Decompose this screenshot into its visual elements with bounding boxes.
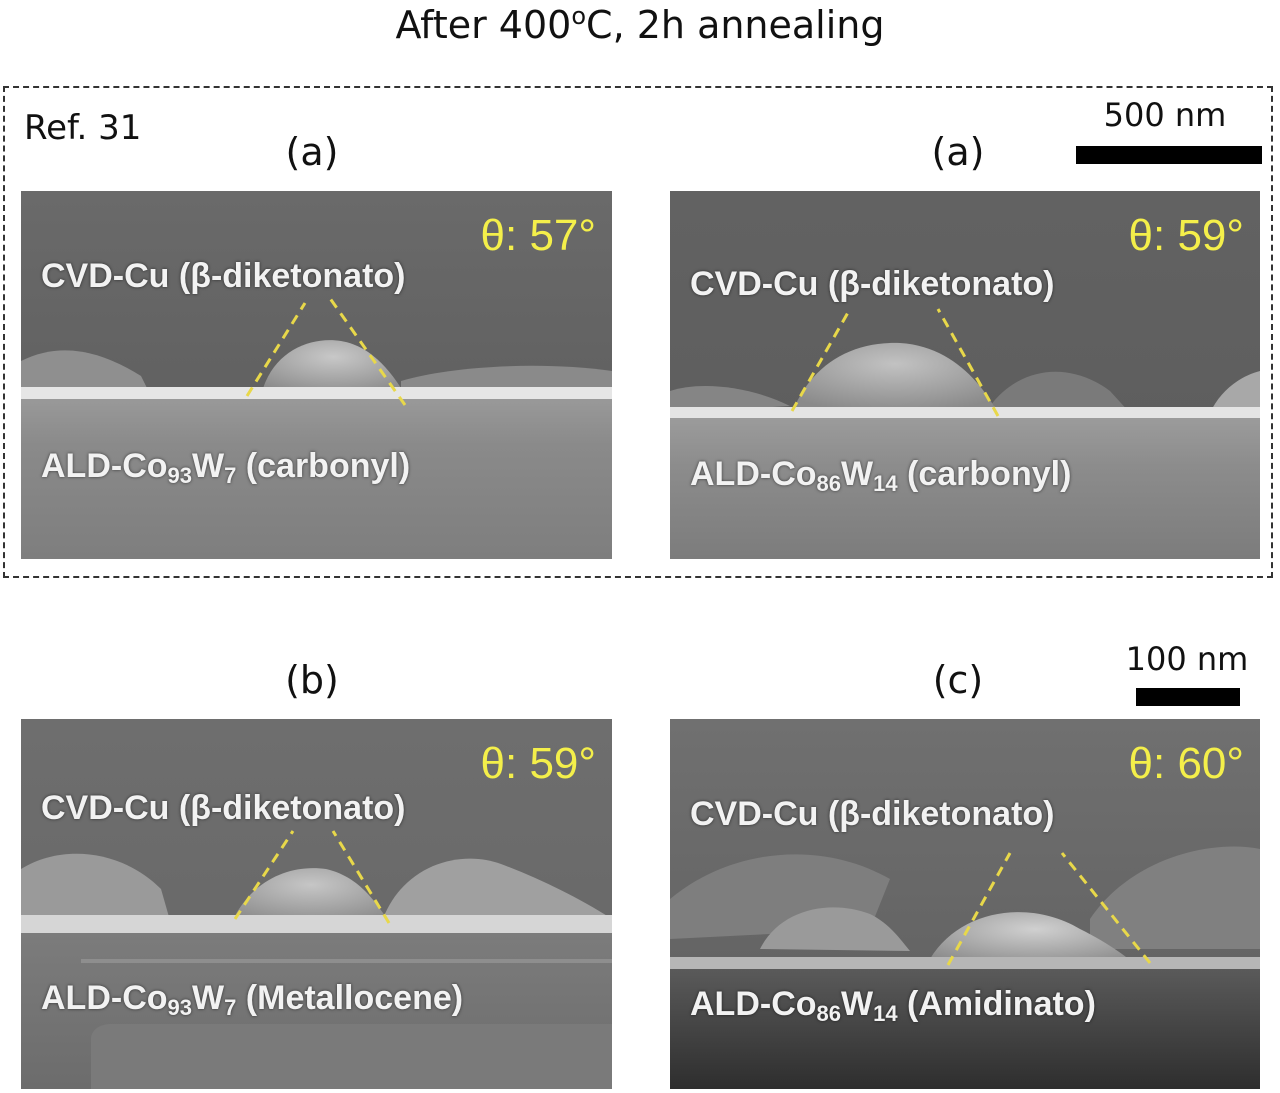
guide-line-right (325, 293, 407, 406)
reference-label: Ref. 31 (24, 108, 142, 148)
sem-image-b-graphic (21, 719, 612, 1089)
precursor: (Amidinato) (897, 985, 1096, 1023)
w-subscript: 14 (873, 1001, 898, 1026)
guide-line-left (245, 302, 307, 397)
guide-line-left (946, 852, 1012, 966)
reference-box (3, 86, 1273, 578)
title-degree: o (571, 2, 587, 30)
top-layer-label: CVD-Cu (β-diketonato) (690, 265, 1055, 303)
top-layer-label: CVD-Cu (β-diketonato) (41, 257, 406, 295)
substrate-label: ALD-Co93W7 (carbonyl) (41, 447, 410, 489)
sem-image-panel-b: θ: 59° CVD-Cu (β-diketonato) ALD-Co93W7 … (21, 719, 612, 1089)
scale-bar-100nm (1136, 688, 1240, 706)
w-symbol: W (841, 455, 874, 493)
guide-line-right (331, 830, 391, 924)
guide-line-right (1060, 852, 1152, 964)
scale-bar-label-100nm: 100 nm (1125, 640, 1249, 678)
w-subscript: 7 (224, 995, 237, 1020)
precursor: (carbonyl) (236, 447, 411, 485)
substrate-prefix: ALD-Co (41, 447, 168, 485)
guide-line-right (936, 308, 1000, 417)
sem-image-a-right-graphic (670, 191, 1260, 559)
scale-bar-label-500nm: 500 nm (1103, 96, 1227, 134)
substrate-label: ALD-Co86W14 (carbonyl) (690, 455, 1071, 497)
guide-line-left (233, 830, 295, 920)
substrate-prefix: ALD-Co (690, 985, 817, 1023)
substrate-prefix: ALD-Co (690, 455, 817, 493)
title-suffix: C, 2h annealing (586, 3, 885, 47)
panel-label-a-right: (a) (931, 130, 985, 174)
sem-image-a-left-graphic (21, 191, 612, 559)
title-prefix: After 400 (395, 3, 572, 47)
substrate-label: ALD-Co86W14 (Amidinato) (690, 985, 1096, 1027)
panel-label-c: (c) (932, 658, 984, 702)
guide-line-left (790, 308, 852, 412)
panel-label-a-left: (a) (285, 130, 339, 174)
co-subscript: 86 (816, 471, 842, 496)
w-symbol: W (192, 447, 225, 485)
w-subscript: 14 (873, 471, 898, 496)
co-subscript: 93 (167, 463, 193, 488)
contact-angle: θ: 60° (1128, 739, 1244, 788)
panel-label-b: (b) (285, 658, 339, 702)
contact-angle: θ: 59° (1128, 211, 1244, 260)
precursor: (carbonyl) (897, 455, 1072, 493)
w-symbol: W (192, 979, 225, 1017)
contact-angle: θ: 59° (480, 739, 596, 788)
top-layer-label: CVD-Cu (β-diketonato) (690, 795, 1055, 833)
co-subscript: 93 (167, 995, 193, 1020)
sem-image-c-graphic (670, 719, 1260, 1089)
sem-image-panel-a-right: θ: 59° CVD-Cu (β-diketonato) ALD-Co86W14… (670, 191, 1260, 559)
figure-title: After 400oC, 2h annealing (0, 2, 1280, 47)
substrate-label: ALD-Co93W7 (Metallocene) (41, 979, 463, 1021)
sem-image-panel-c: θ: 60° CVD-Cu (β-diketonato) ALD-Co86W14… (670, 719, 1260, 1089)
co-subscript: 86 (816, 1001, 842, 1026)
w-subscript: 7 (224, 463, 237, 488)
precursor: (Metallocene) (236, 979, 464, 1017)
scale-bar-500nm (1076, 146, 1262, 164)
substrate-prefix: ALD-Co (41, 979, 168, 1017)
sem-image-panel-a-left: θ: 57° CVD-Cu (β-diketonato) ALD-Co93W7 … (21, 191, 612, 559)
top-layer-label: CVD-Cu (β-diketonato) (41, 789, 406, 827)
w-symbol: W (841, 985, 874, 1023)
contact-angle: θ: 57° (480, 211, 596, 260)
